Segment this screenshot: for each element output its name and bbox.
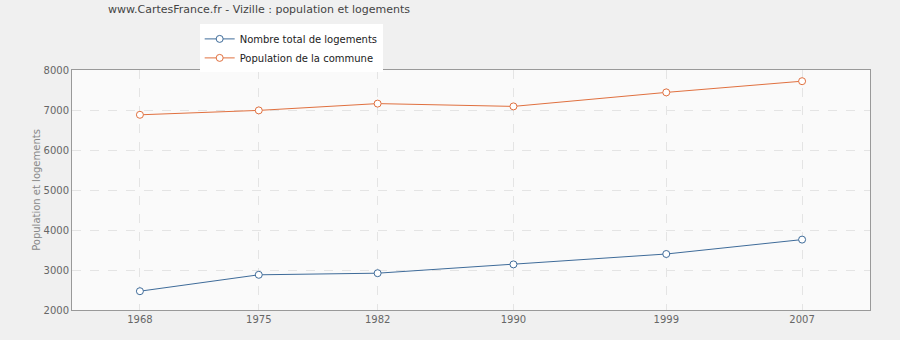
svg-text:Population de la commune: Population de la commune: [240, 53, 373, 64]
svg-text:Nombre total de logements: Nombre total de logements: [240, 34, 377, 45]
svg-text:5000: 5000: [44, 185, 69, 196]
svg-text:1982: 1982: [365, 314, 390, 325]
svg-text:www.CartesFrance.fr - Vizille: www.CartesFrance.fr - Vizille : populati…: [108, 3, 410, 16]
svg-text:Population et logements: Population et logements: [31, 129, 42, 251]
svg-text:3000: 3000: [44, 265, 69, 276]
svg-text:1990: 1990: [501, 314, 526, 325]
svg-text:4000: 4000: [44, 225, 69, 236]
svg-text:7000: 7000: [44, 105, 69, 116]
svg-text:1999: 1999: [654, 314, 679, 325]
svg-text:1968: 1968: [127, 314, 152, 325]
svg-text:1975: 1975: [246, 314, 271, 325]
svg-text:2000: 2000: [44, 305, 69, 316]
svg-text:8000: 8000: [44, 65, 69, 76]
svg-text:2007: 2007: [789, 314, 814, 325]
svg-text:6000: 6000: [44, 145, 69, 156]
